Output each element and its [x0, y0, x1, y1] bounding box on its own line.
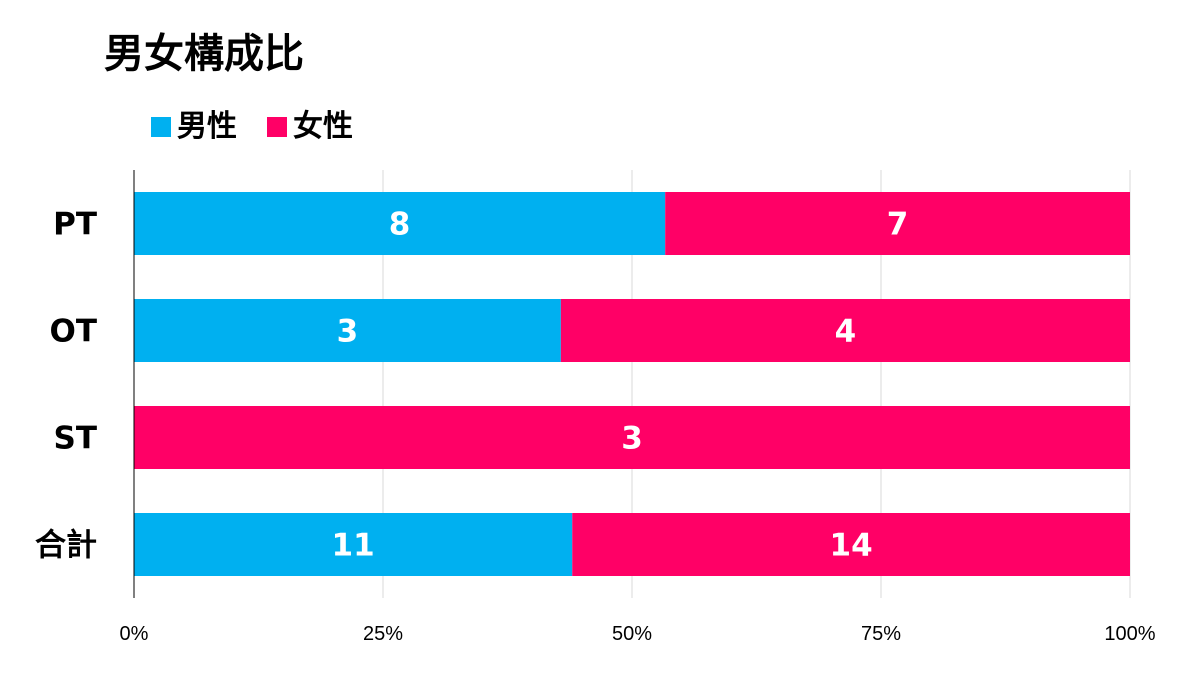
data-label: 8 [389, 207, 411, 243]
x-tick-label: 75% [861, 623, 901, 645]
data-label: 3 [337, 314, 359, 350]
bar-segment [560, 299, 1130, 362]
bar-segment [665, 192, 1130, 255]
x-tick-label: 0% [120, 623, 149, 645]
category-label: OT [50, 314, 98, 350]
category-label: ST [54, 421, 97, 457]
legend-item-male: 男性 [151, 112, 237, 142]
legend-label-male: 男性 [177, 109, 237, 144]
data-label: 7 [887, 207, 909, 243]
legend-label-female: 女性 [293, 109, 353, 144]
bar-segment [134, 513, 573, 576]
chart-title: 男女構成比 [104, 31, 304, 77]
data-label: 14 [830, 528, 873, 564]
bar-segment [572, 513, 1130, 576]
legend-swatch-female [267, 117, 287, 137]
data-label: 4 [835, 314, 857, 350]
category-label: PT [53, 207, 97, 243]
bar-segment [134, 299, 561, 362]
bar-segment [134, 192, 666, 255]
category-label: 合計 [35, 528, 97, 564]
legend-swatch-male [151, 117, 171, 137]
x-tick-label: 50% [612, 623, 652, 645]
data-label: 11 [332, 528, 375, 564]
x-tick-label: 25% [363, 623, 403, 645]
legend-item-female: 女性 [267, 112, 353, 142]
data-label: 3 [621, 421, 643, 457]
x-tick-label: 100% [1104, 623, 1155, 645]
bar-segment [134, 406, 1130, 469]
legend: 男性 女性 [151, 112, 383, 142]
